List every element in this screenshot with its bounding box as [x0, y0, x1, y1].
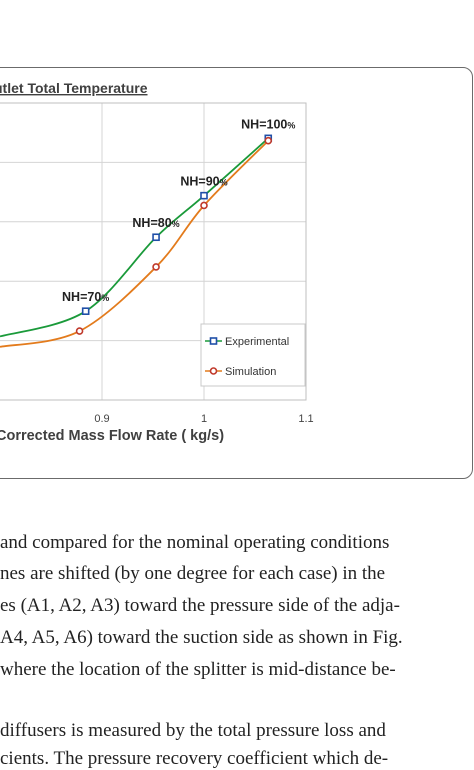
figure-frame	[0, 67, 473, 479]
legend-experimental-marker	[209, 337, 218, 345]
annotation-percent: %	[101, 293, 109, 303]
data-point-experimental	[81, 307, 90, 315]
x-tick-label: 1.1	[298, 413, 313, 425]
data-point-experimental	[152, 233, 160, 242]
x-tick-label: 0.9	[94, 413, 109, 425]
body-text-line-3: es (A1, A2, A3) toward the pressure side…	[0, 595, 400, 616]
legend-box	[200, 323, 306, 387]
plot-area	[0, 102, 307, 401]
chart: NH=70% NH=80% NH=90% NH=100% 0.9 1 1.1 utlet …	[0, 80, 314, 444]
body-text-line-2: nes are shifted (by one degree for each …	[0, 563, 386, 584]
legend-simulation-marker	[209, 367, 218, 375]
annotation-label: NH=80%	[132, 216, 179, 230]
annotation-label: NH=90%	[180, 175, 227, 189]
annotation-label: NH=70%	[62, 290, 109, 304]
annotation-label: NH=100%	[241, 117, 295, 131]
x-tick-labels: 0.9 1 1.1	[94, 413, 313, 425]
legend: Experimental Simulation	[200, 323, 306, 387]
data-point-simulation	[200, 201, 208, 210]
annotation-percent: %	[220, 178, 228, 188]
series-line-experimental	[0, 137, 269, 338]
annotation-percent: %	[172, 219, 180, 229]
legend-experimental-label: Experimental	[225, 336, 289, 348]
annotations: NH=70% NH=80% NH=90% NH=100%	[62, 117, 295, 304]
chart-title: utlet Total Temperature	[0, 80, 148, 96]
legend-simulation-label: Simulation	[225, 366, 276, 378]
x-tick-label: 1	[201, 413, 207, 425]
body-text-line-1: and compared for the nominal operating c…	[0, 532, 390, 553]
series-layer	[0, 134, 273, 348]
body-text-line-7: diffusers is measured by the total press…	[0, 720, 386, 741]
body-text-line-4: A4, A5, A6) toward the suction side as s…	[0, 627, 403, 648]
data-point-simulation	[264, 136, 273, 145]
body-text-line-8: cients. The pressure recovery coefficien…	[0, 748, 389, 769]
body-text-line-5: where the location of the splitter is mi…	[0, 659, 396, 680]
data-point-simulation	[152, 263, 160, 271]
annotation-percent: %	[287, 120, 295, 130]
x-axis-label: Corrected Mass Flow Rate ( kg/s)	[0, 428, 224, 444]
series-line-simulation	[0, 140, 269, 348]
data-point-experimental	[200, 191, 208, 200]
data-point-simulation	[75, 327, 84, 335]
